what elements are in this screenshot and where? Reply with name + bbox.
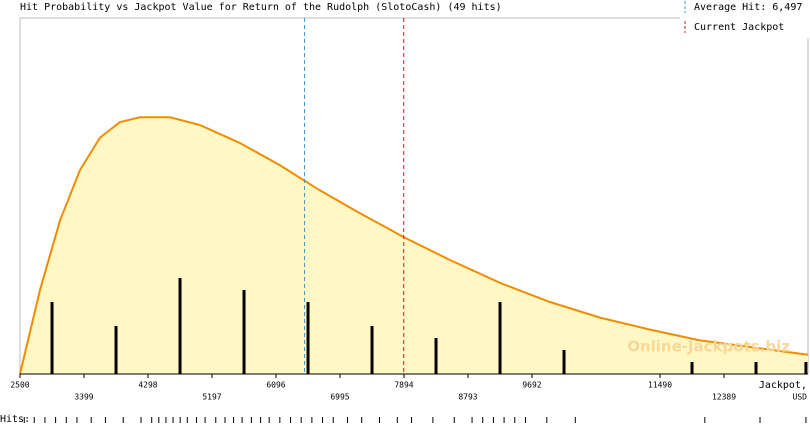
histogram-bar [804, 362, 808, 374]
x-tick-label: 2500 [10, 381, 29, 390]
x-tick-label: 12389 [712, 393, 736, 402]
legend-label: Current Jackpot [694, 22, 784, 33]
x-tick-label: 7894 [394, 381, 413, 390]
hits-label: Hits: [0, 414, 30, 425]
watermark: Online-Jackpots.biz [627, 338, 790, 356]
x-tick-label: 3399 [74, 393, 93, 402]
histogram-bar [306, 302, 310, 374]
histogram-bar [562, 350, 566, 374]
x-tick-label: 5197 [202, 393, 221, 402]
x-tick-label: 8793 [458, 393, 477, 402]
histogram-bar [114, 326, 118, 374]
x-axis-label: Jackpot, [759, 380, 807, 391]
histogram-bar [498, 302, 502, 374]
x-tick-label: 6995 [330, 393, 349, 402]
histogram-bar [50, 302, 54, 374]
histogram-bar [242, 290, 246, 374]
density-curve [19, 116, 809, 375]
x-tick-label: 11490 [648, 381, 672, 390]
x-tick-label: 9692 [522, 381, 541, 390]
histogram-bar [434, 338, 438, 374]
x-axis-label: USD [793, 393, 808, 402]
histogram-bar [690, 362, 694, 374]
legend-label: Average Hit: 6,497 [694, 2, 802, 13]
chart-title: Hit Probability vs Jackpot Value for Ret… [20, 2, 502, 13]
x-tick-label: 4298 [138, 381, 157, 390]
legend-box [680, 0, 810, 38]
density-area [20, 117, 808, 374]
histogram-bar [178, 278, 182, 374]
histogram-bar [370, 326, 374, 374]
histogram-bar [754, 362, 758, 374]
x-tick-label: 6096 [266, 381, 285, 390]
